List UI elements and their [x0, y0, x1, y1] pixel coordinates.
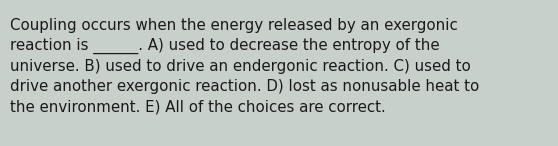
Text: Coupling occurs when the energy released by an exergonic
reaction is ______. A) : Coupling occurs when the energy released…: [10, 18, 479, 114]
